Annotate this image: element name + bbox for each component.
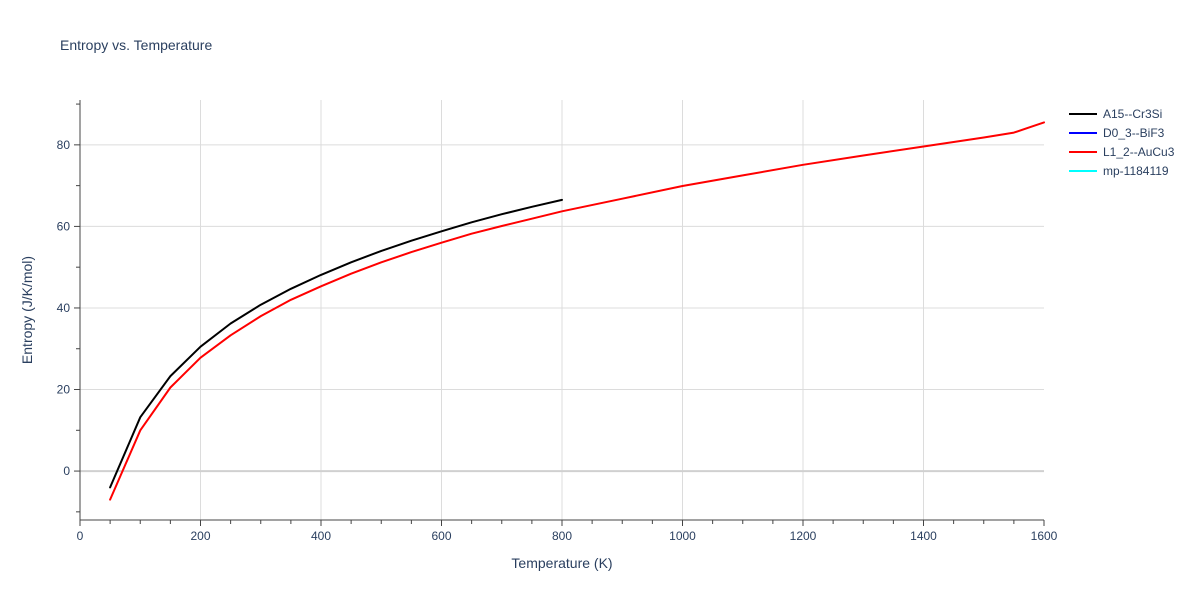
grid bbox=[80, 100, 1044, 520]
y-tick-label: 0 bbox=[63, 464, 70, 478]
x-tick-label: 400 bbox=[311, 529, 331, 543]
y-tick-label: 80 bbox=[57, 138, 71, 152]
legend-label: A15--Cr3Si bbox=[1103, 107, 1162, 121]
x-tick-label: 0 bbox=[77, 529, 84, 543]
series-layer bbox=[109, 121, 1045, 501]
legend-item-l1-2-aucu3[interactable]: L1_2--AuCu3 bbox=[1069, 145, 1175, 159]
x-tick-label: 1200 bbox=[790, 529, 817, 543]
chart-title: Entropy vs. Temperature bbox=[60, 37, 212, 53]
y-tick-label: 60 bbox=[57, 219, 71, 233]
legend-label: D0_3--BiF3 bbox=[1103, 126, 1165, 140]
legend-item-mp-1184119[interactable]: mp-1184119 bbox=[1069, 164, 1169, 178]
x-axis-title: Temperature (K) bbox=[511, 555, 612, 571]
y-axis-title: Entropy (J/K/mol) bbox=[19, 256, 35, 364]
legend-item-a15-cr3si[interactable]: A15--Cr3Si bbox=[1069, 107, 1162, 121]
x-tick-label: 1400 bbox=[910, 529, 937, 543]
y-tick-label: 40 bbox=[57, 301, 71, 315]
series-line-l1-2-aucu3 bbox=[109, 121, 1045, 501]
x-tick-label: 1600 bbox=[1031, 529, 1058, 543]
x-tick-label: 600 bbox=[431, 529, 451, 543]
x-tick-label: 1000 bbox=[669, 529, 696, 543]
x-tick-label: 200 bbox=[190, 529, 210, 543]
legend[interactable]: A15--Cr3Si D0_3--BiF3 L1_2--AuCu3 mp-118411… bbox=[1069, 107, 1175, 178]
series-line-a15-cr3si bbox=[109, 198, 563, 489]
axes: 0 200 400 600 800 1000 1200 1400 1600 0 20 40 60 80 bbox=[57, 100, 1058, 543]
legend-label: L1_2--AuCu3 bbox=[1103, 145, 1175, 159]
legend-label: mp-1184119 bbox=[1103, 164, 1169, 178]
legend-item-d0-3-bif3[interactable]: D0_3--BiF3 bbox=[1069, 126, 1165, 140]
y-tick-label: 20 bbox=[57, 383, 71, 397]
x-tick-label: 800 bbox=[552, 529, 572, 543]
